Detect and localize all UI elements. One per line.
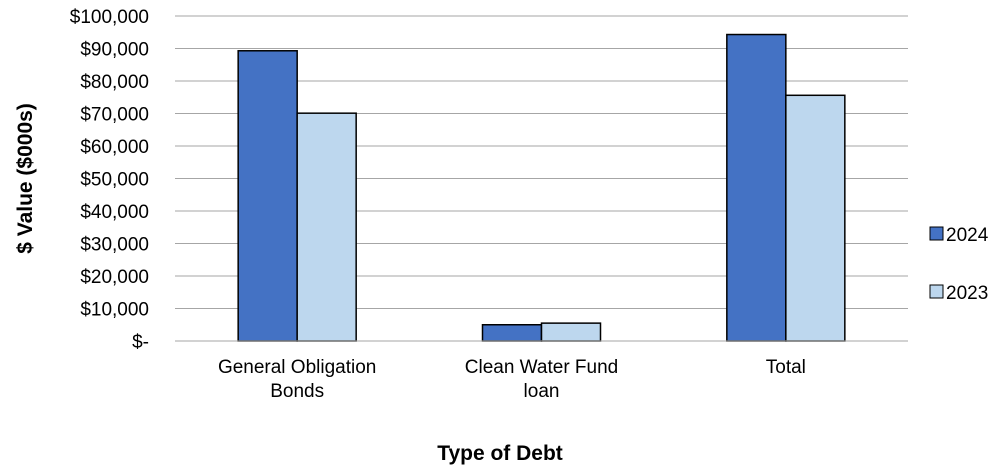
x-axis-categories: General Obligation Bonds Clean Water Fund l… — [218, 357, 806, 402]
bar-2023-1 — [540, 322, 602, 342]
y-tick-label: $10,000 — [80, 300, 149, 321]
bar-2023-2 — [785, 94, 846, 342]
y-tick-label: $- — [132, 332, 149, 353]
legend-label-2024: 2024 — [946, 225, 989, 246]
bar-2023-0 — [296, 112, 357, 342]
y-tick-label: $20,000 — [80, 267, 149, 288]
x-category-label: Clean Water Fund loan — [465, 357, 618, 402]
y-tick-label: $70,000 — [80, 105, 149, 126]
y-tick-label: $60,000 — [80, 137, 149, 158]
y-axis-ticks: $- $10,000 $20,000 $30,000 $40,000 $50,000 $60… — [70, 7, 149, 353]
y-tick-label: $80,000 — [80, 72, 149, 93]
bars — [237, 33, 846, 342]
x-category-label: Total — [766, 357, 806, 378]
y-axis-title: $ Value ($000s) — [14, 103, 37, 254]
legend-label-2023: 2023 — [946, 283, 988, 304]
x-axis-title: Type of Debt — [437, 442, 563, 465]
y-tick-label: $30,000 — [80, 235, 149, 256]
legend-swatch-2024 — [929, 226, 944, 241]
y-tick-label: $90,000 — [80, 40, 149, 61]
legend-swatch-2023 — [929, 284, 944, 299]
y-tick-label: $40,000 — [80, 202, 149, 223]
y-tick-label: $50,000 — [80, 170, 149, 191]
legend: 2024 2023 — [929, 225, 989, 304]
bar-2024-2 — [726, 33, 787, 342]
y-tick-label: $100,000 — [70, 7, 149, 28]
bar-2024-0 — [237, 50, 298, 342]
bar-2024-1 — [481, 324, 543, 342]
x-category-label: General Obligation Bonds — [218, 357, 376, 402]
